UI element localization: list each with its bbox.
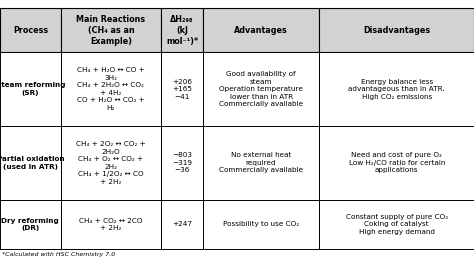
Text: Main Reactions
(CH₄ as an
Example): Main Reactions (CH₄ as an Example) <box>76 14 146 46</box>
Text: CH₄ + H₂O ↔ CO +
3H₂
CH₄ + 2H₂O ↔ CO₂
+ 4H₂
CO + H₂O ↔ CO₂ +
H₂: CH₄ + H₂O ↔ CO + 3H₂ CH₄ + 2H₂O ↔ CO₂ + … <box>77 67 145 111</box>
Text: CH₄ + 2O₂ ↔ CO₂ +
2H₂O
CH₄ + O₂ ↔ CO₂ +
2H₂
CH₄ + 1/2O₂ ↔ CO
+ 2H₂: CH₄ + 2O₂ ↔ CO₂ + 2H₂O CH₄ + O₂ ↔ CO₂ + … <box>76 141 146 185</box>
Text: Possibility to use CO₂: Possibility to use CO₂ <box>223 221 299 228</box>
Bar <box>61 52 161 126</box>
Bar <box>319 126 474 200</box>
Text: Constant supply of pure CO₂
Coking of catalyst
High energy demand: Constant supply of pure CO₂ Coking of ca… <box>346 214 448 235</box>
Bar <box>203 52 319 126</box>
Bar <box>203 126 319 200</box>
Text: CH₄ + CO₂ ↔ 2CO
+ 2H₂: CH₄ + CO₂ ↔ 2CO + 2H₂ <box>79 218 143 231</box>
Text: Energy balance less
advantageous than in ATR.
High CO₂ emissions: Energy balance less advantageous than in… <box>348 79 445 100</box>
Text: Partial oxidation
(used in ATR): Partial oxidation (used in ATR) <box>0 156 64 170</box>
Text: No external heat
required
Commercially available: No external heat required Commercially a… <box>219 152 303 173</box>
Bar <box>0 126 61 200</box>
Bar <box>319 52 474 126</box>
Text: Need and cost of pure O₂
Low H₂/CO ratio for certain
applications: Need and cost of pure O₂ Low H₂/CO ratio… <box>348 152 445 173</box>
Bar <box>61 200 161 249</box>
Bar <box>161 126 203 200</box>
Bar <box>161 200 203 249</box>
Text: −803
−319
−36: −803 −319 −36 <box>172 152 192 173</box>
Text: *Calculated with HSC Chemistry 7.0: *Calculated with HSC Chemistry 7.0 <box>2 252 116 257</box>
Text: +247: +247 <box>172 221 192 228</box>
Text: Disadvantages: Disadvantages <box>363 26 430 35</box>
Text: Good availability of
steam
Operation temperature
lower than in ATR
Commercially : Good availability of steam Operation tem… <box>219 71 303 107</box>
Bar <box>161 52 203 126</box>
Bar <box>0 200 61 249</box>
Text: Process: Process <box>13 26 48 35</box>
Bar <box>161 8 203 52</box>
Bar <box>319 8 474 52</box>
Bar <box>61 8 161 52</box>
Text: Dry reforming
(DR): Dry reforming (DR) <box>1 218 59 231</box>
Bar <box>61 126 161 200</box>
Bar <box>319 200 474 249</box>
Bar <box>0 52 61 126</box>
Text: Steam reforming
(SR): Steam reforming (SR) <box>0 82 65 96</box>
Text: Advantages: Advantages <box>234 26 288 35</box>
Bar <box>203 8 319 52</box>
Text: ΔH₂₉₈
(kJ
mol⁻¹)*: ΔH₂₉₈ (kJ mol⁻¹)* <box>166 14 198 46</box>
Text: +206
+165
−41: +206 +165 −41 <box>172 79 192 100</box>
Bar <box>0 8 61 52</box>
Bar <box>203 200 319 249</box>
